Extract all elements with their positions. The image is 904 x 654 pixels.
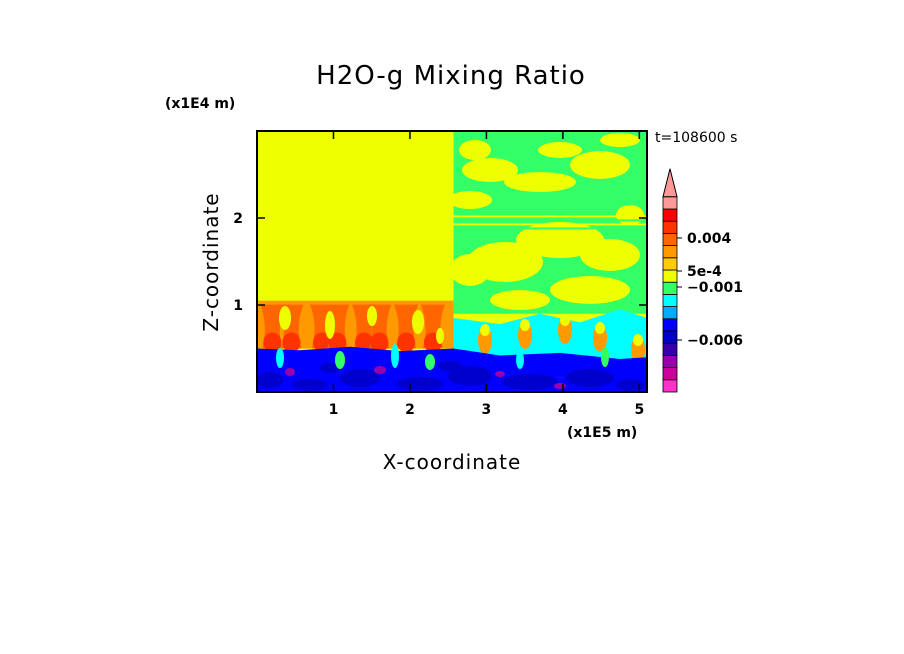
colorbar-segment-15 [662, 196, 678, 210]
chart-title: H2O-g Mixing Ratio [316, 61, 586, 91]
y-axis-unit: (x1E4 m) [165, 96, 235, 112]
colorbar-segment-10 [662, 257, 678, 271]
y-tick-label-1: 2 [233, 211, 243, 227]
time-label: t=108600 s [655, 130, 737, 146]
colorbar-segment-4 [662, 330, 678, 344]
yellow-patch-13 [600, 133, 640, 147]
yellow-patch-9 [490, 290, 550, 310]
x-tick-label-0: 1 [329, 402, 339, 418]
right-plume-tip-3 [595, 322, 605, 334]
colorbar-label-2: −0.001 [687, 280, 743, 296]
dark-patch-5 [502, 374, 558, 390]
y-axis-label: Z-coordinate [199, 192, 223, 331]
dark-patch-0 [257, 372, 284, 388]
dark-patch-3 [396, 377, 444, 391]
band-3 [453, 227, 647, 230]
colorbar-segment-5 [662, 318, 678, 332]
x-tick-label-3: 4 [558, 402, 568, 418]
wisp-0 [279, 306, 291, 330]
plot-frame [256, 130, 648, 393]
wisp-2 [367, 306, 377, 326]
colorbar-segment-12 [662, 232, 678, 246]
streak-0 [276, 348, 284, 368]
purple-patch-2 [495, 371, 505, 377]
colorbar-segment-13 [662, 220, 678, 234]
dark-patch-8 [320, 363, 340, 373]
dark-patch-6 [566, 369, 614, 387]
plume-base-0 [263, 332, 282, 353]
streak-1 [335, 351, 345, 369]
plume-base-2 [313, 332, 331, 353]
wisp-1 [325, 311, 335, 339]
colorbar-segment-11 [662, 245, 678, 259]
yellow-patch-2 [570, 151, 630, 179]
colorbar-segment-0 [662, 379, 678, 393]
yellow-patch-0 [462, 158, 518, 182]
yellow-patch-1 [504, 172, 576, 192]
yellow-patch-4 [516, 222, 604, 258]
yellow-patch-12 [538, 142, 582, 158]
x-tick-label-4: 5 [634, 402, 644, 418]
plume-base-4 [355, 332, 374, 353]
right-plume-tip-0 [480, 324, 490, 336]
colorbar-label-3: −0.006 [687, 333, 743, 349]
colorbar-segment-14 [662, 208, 678, 222]
wisp-3 [412, 310, 424, 334]
yellow-patch-8 [550, 276, 630, 304]
colorbar-extend-arrow [662, 168, 678, 198]
x-axis-ticks: 1 2 3 4 5 [329, 131, 644, 418]
y-tick-label-0: 1 [233, 298, 243, 314]
purple-patch-3 [554, 383, 566, 389]
plume-base-6 [397, 332, 416, 353]
band-0 [453, 215, 647, 218]
purple-patch-1 [374, 366, 386, 374]
yellow-patch-11 [459, 140, 491, 160]
wisp-4 [436, 328, 444, 344]
dark-patch-4 [448, 366, 492, 386]
band-1 [453, 219, 647, 222]
dark-patch-9 [438, 361, 462, 371]
y-axis-ticks: 12 [233, 211, 647, 314]
streak-2 [391, 344, 399, 368]
colorbar-segment-7 [662, 293, 678, 307]
plume-base-5 [370, 332, 389, 353]
streak-5 [601, 347, 609, 367]
dark-patch-7 [616, 379, 644, 391]
dark-patch-2 [340, 369, 380, 387]
band-2 [453, 223, 647, 226]
region-upper-left-uniform [257, 131, 454, 305]
colorbar-segment-2 [662, 354, 678, 368]
colorbar-segment-9 [662, 269, 678, 283]
yellow-patch-10 [616, 205, 644, 225]
colorbar-segment-8 [662, 281, 678, 295]
x-axis-label: X-coordinate [383, 450, 522, 474]
colorbar-label-0: 0.004 [687, 231, 732, 247]
streak-4 [516, 351, 524, 369]
colorbar-segment-6 [662, 306, 678, 320]
right-plume-tip-4 [633, 334, 643, 346]
dark-patch-1 [292, 379, 328, 391]
right-plume-tip-2 [560, 314, 570, 326]
plume-base-1 [282, 332, 301, 353]
right-plume-tip-1 [520, 319, 530, 331]
x-tick-label-1: 2 [405, 402, 415, 418]
colorbar-label-1: 5e-4 [687, 264, 722, 280]
colorbar: 0.004 5e-4−0.001 −0.006 [662, 168, 743, 393]
yellow-patch-3 [448, 191, 492, 209]
colorbar-segment-1 [662, 367, 678, 381]
x-tick-label-2: 3 [482, 402, 492, 418]
yellow-patch-7 [450, 254, 490, 286]
contour-field [257, 131, 647, 392]
colorbar-segment-3 [662, 342, 678, 356]
x-axis-unit: (x1E5 m) [567, 425, 637, 441]
streak-3 [425, 354, 435, 370]
yellow-patch-5 [580, 239, 640, 271]
purple-patch-0 [285, 368, 295, 376]
